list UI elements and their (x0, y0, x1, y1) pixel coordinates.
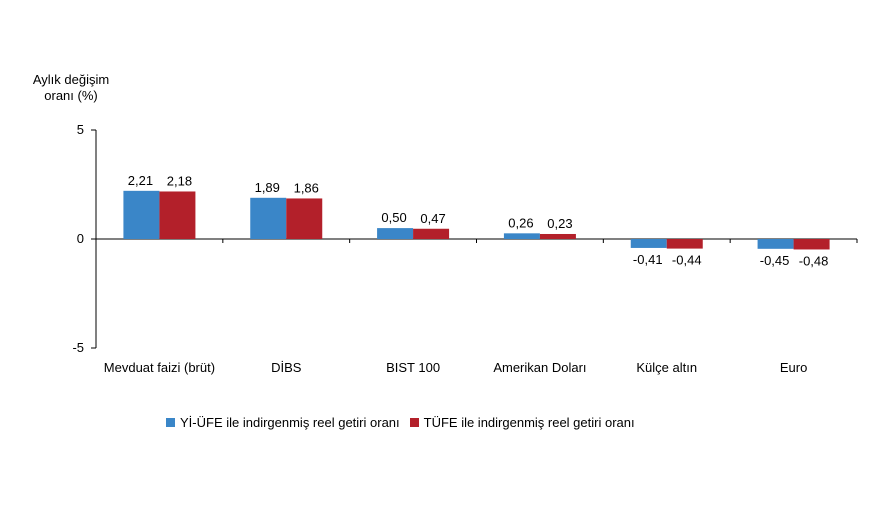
category-label-2: BIST 100 (386, 360, 440, 375)
legend-item-series-2: TÜFE ile indirgenmiş reel getiri oranı (409, 415, 635, 430)
y-axis-label: Aylık değişim oranı (%) (28, 72, 114, 104)
y-tick-label-0: 5 (77, 122, 84, 137)
bar-series-1-2 (377, 228, 414, 239)
data-label-series-1-3: 0,26 (508, 215, 533, 230)
legend-item-series-1: Yİ-ÜFE ile indirgenmiş reel getiri oranı (166, 415, 400, 430)
category-label-0: Mevduat faizi (brüt) (104, 360, 215, 375)
data-label-series-2-0: 2,18 (167, 173, 192, 188)
legend: Yİ-ÜFE ile indirgenmiş reel getiri oranı… (166, 415, 645, 430)
data-label-series-1-1: 1,89 (255, 180, 280, 195)
data-label-series-1-0: 2,21 (128, 173, 153, 188)
data-label-series-2-5: -0,48 (799, 253, 829, 268)
y-axis-label-line-2: oranı (%) (44, 88, 98, 103)
bar-series-2-1 (286, 198, 323, 239)
bar-series-1-4 (630, 239, 667, 248)
legend-swatch-series-1 (166, 418, 175, 427)
data-label-series-1-2: 0,50 (381, 210, 406, 225)
data-label-series-2-1: 1,86 (294, 180, 319, 195)
legend-swatch-series-2 (409, 418, 419, 427)
category-label-5: Euro (780, 360, 807, 375)
y-tick-label-1: 0 (77, 231, 84, 246)
bar-series-2-2 (413, 228, 450, 239)
y-axis-label-line-1: Aylık değişim (32, 72, 110, 87)
bar-series-1-5 (757, 239, 794, 249)
y-tick-label-2: -5 (72, 340, 84, 355)
bar-series-2-3 (539, 233, 576, 239)
data-label-series-2-3: 0,23 (547, 216, 572, 231)
category-label-1: DİBS (271, 360, 302, 375)
bar-series-1-1 (250, 197, 287, 239)
bar-series-2-4 (666, 239, 703, 249)
data-label-series-2-2: 0,47 (420, 211, 445, 226)
data-label-series-1-4: -0,41 (633, 252, 663, 267)
legend-label-series-1: Yİ-ÜFE ile indirgenmiş reel getiri oranı (180, 415, 400, 430)
bar-series-1-3 (503, 233, 540, 239)
category-label-4: Külçe altın (636, 360, 697, 375)
bar-series-2-0 (159, 191, 196, 239)
data-label-series-1-5: -0,45 (760, 253, 790, 268)
bar-series-1-0 (123, 190, 160, 239)
category-label-3: Amerikan Doları (493, 360, 586, 375)
data-label-series-2-4: -0,44 (672, 253, 702, 268)
bar-series-2-5 (793, 239, 830, 250)
legend-label-series-2: TÜFE ile indirgenmiş reel getiri oranı (423, 415, 635, 430)
